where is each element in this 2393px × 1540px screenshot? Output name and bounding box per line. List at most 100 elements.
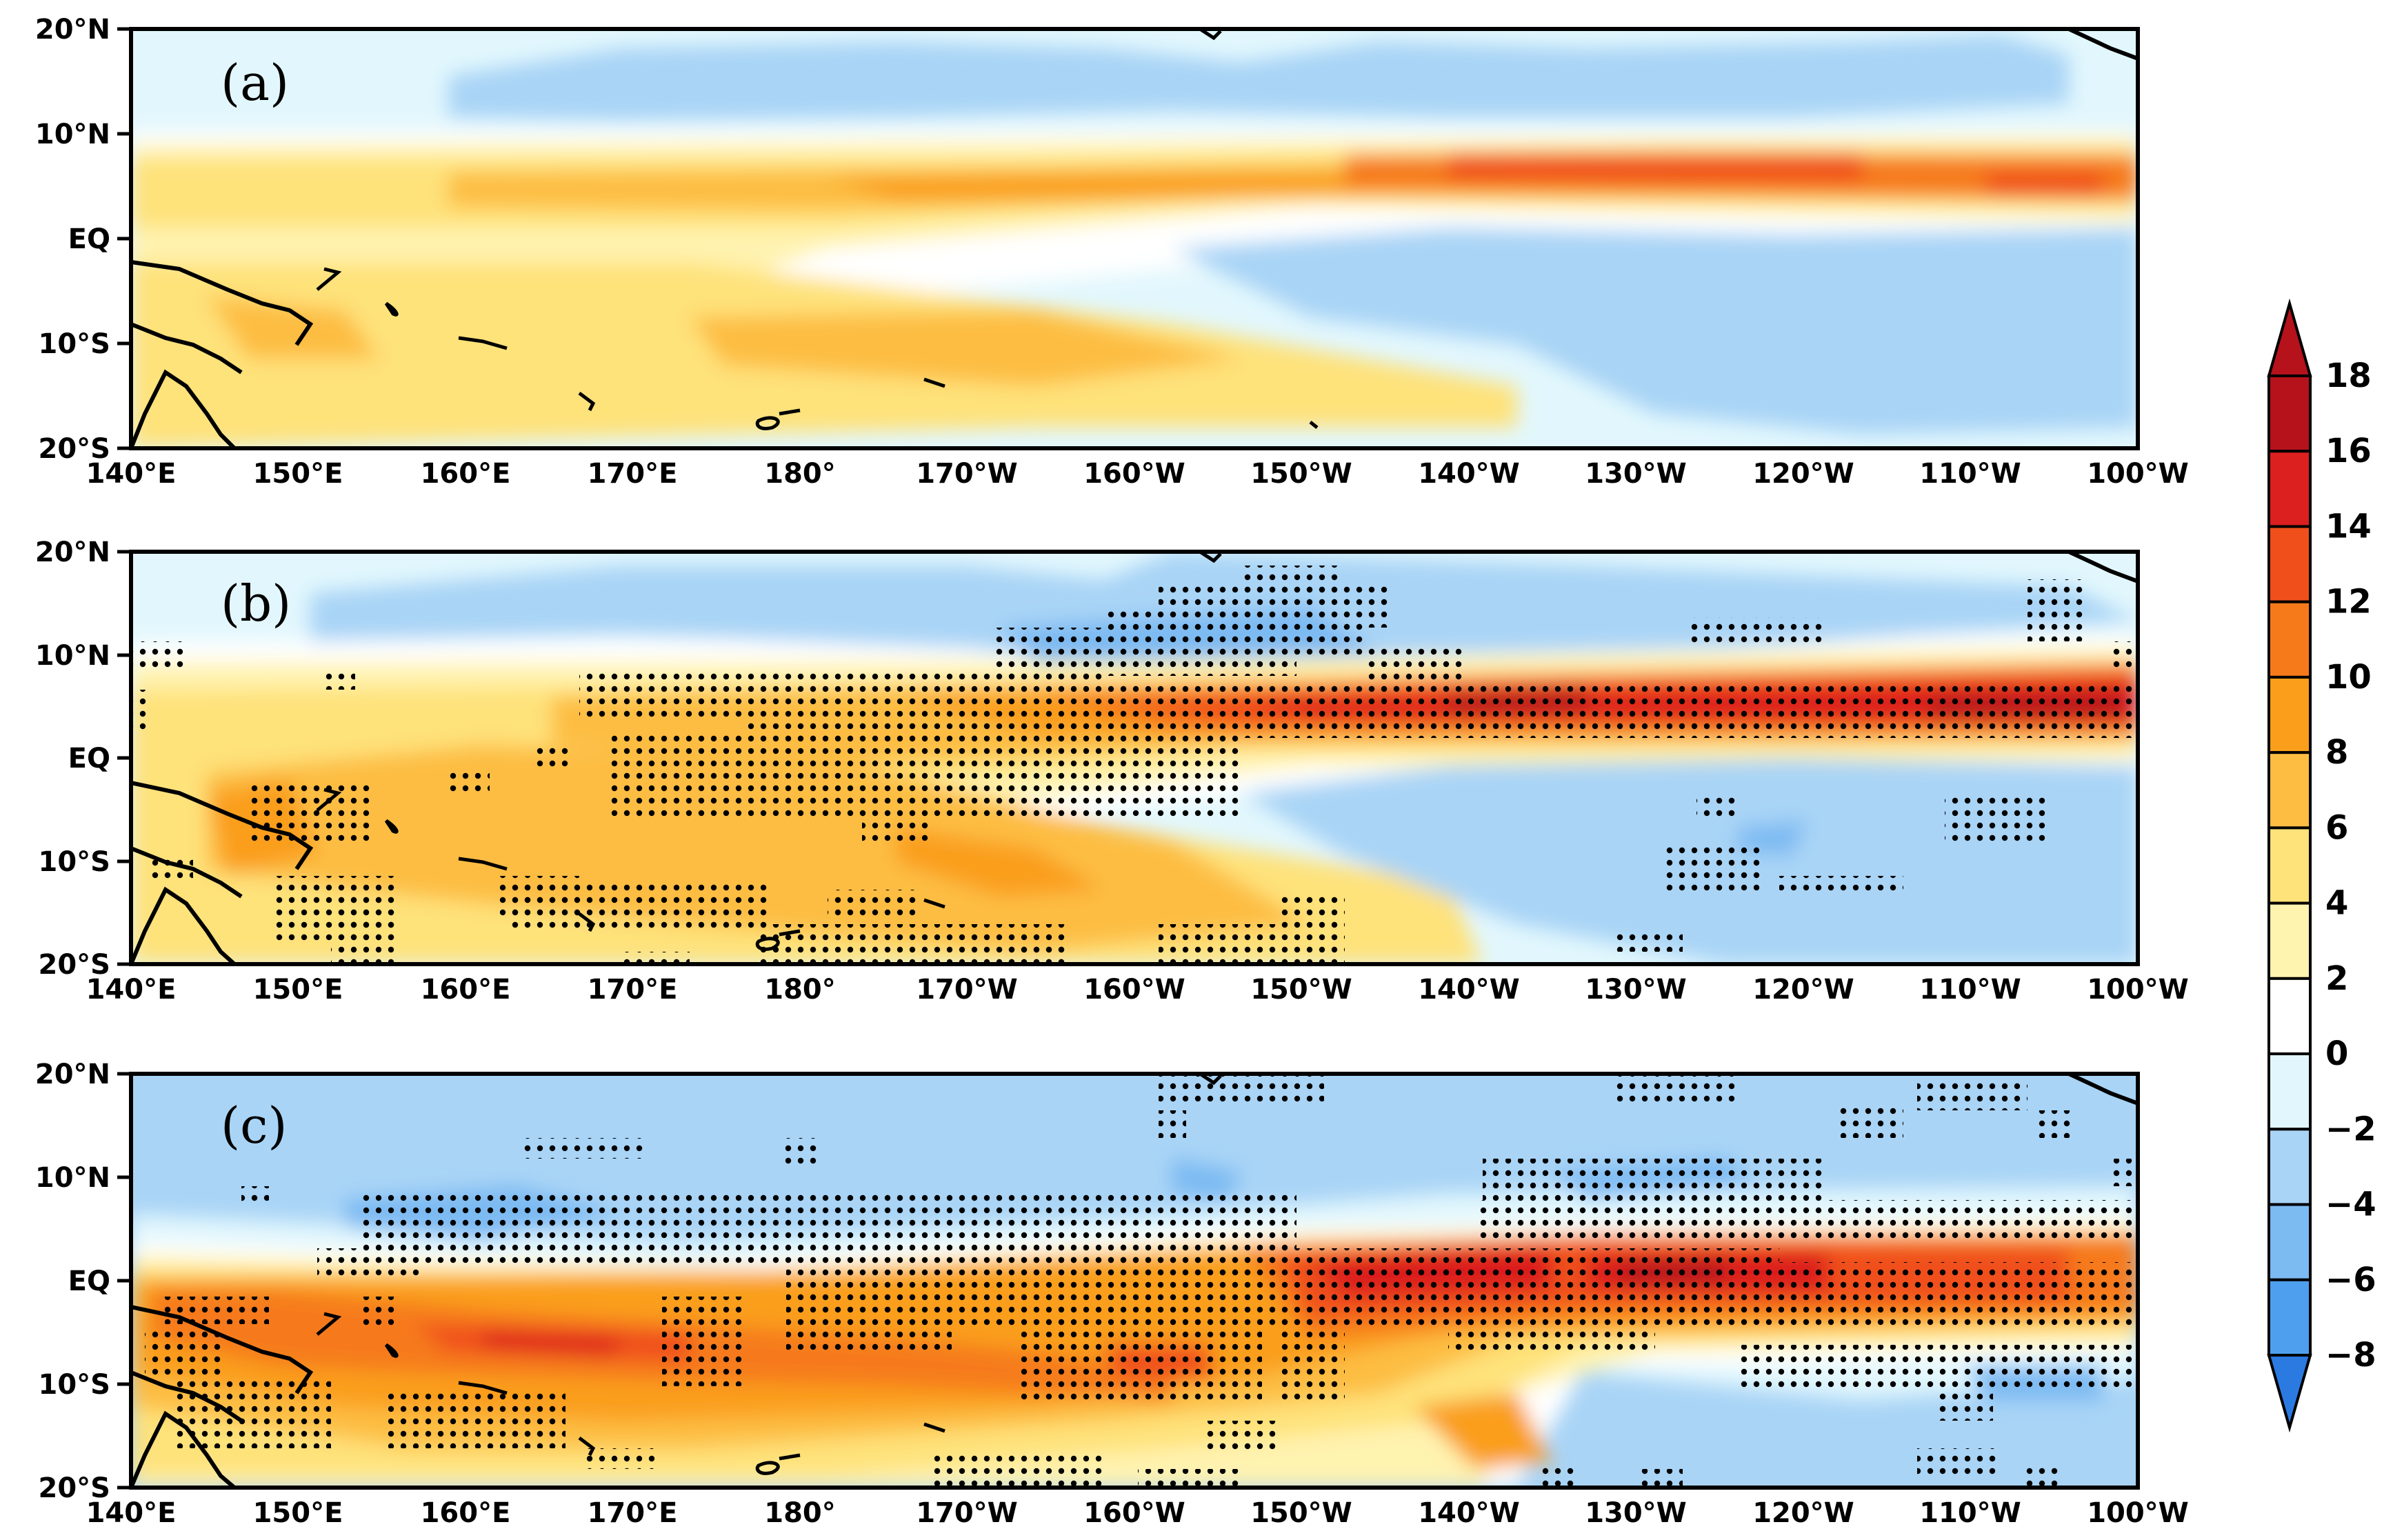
panel-b: (b) 20°N 10°N EQ 10°S 20°S 140°E 150°E 1… (35, 537, 2189, 1006)
panel-c-field (131, 1074, 2138, 1488)
colorbar-bin (2267, 374, 2312, 453)
lat-tick-label: 10°S (39, 846, 110, 878)
panel-c-stippling (145, 1076, 2138, 1488)
lat-tick-label: 20°N (35, 1059, 110, 1090)
lon-tick-label: 170°E (588, 458, 678, 490)
colorbar-bin (2267, 1203, 2312, 1281)
lat-tick-label: EQ (68, 223, 110, 255)
panel-c-lon-ticks: 140°E 150°E 160°E 170°E 180° 170°W 160°W… (86, 1497, 2189, 1529)
lon-tick-label: 160°W (1083, 974, 1185, 1006)
colorbar-level-label: 16 (2325, 432, 2372, 470)
colorbar-bin (2267, 826, 2312, 905)
lon-tick-label: 140°E (86, 1497, 177, 1529)
lat-tick-label: EQ (68, 1266, 110, 1297)
colorbar-level-label: 12 (2325, 583, 2372, 621)
lat-tick-label: 20°S (39, 1472, 110, 1504)
panel-a: (a) 20°N 10°N EQ 10°S 20°S 140°E 150°E 1… (35, 14, 2189, 490)
colorbar-bin (2267, 450, 2312, 528)
lon-tick-label: 140°W (1418, 1497, 1520, 1529)
lon-tick-label: 120°W (1752, 974, 1854, 1006)
lon-tick-label: 170°W (916, 458, 1018, 490)
colorbar-bin (2267, 525, 2312, 603)
lon-tick-label: 120°W (1752, 1497, 1854, 1529)
colorbar-level-label: −4 (2325, 1186, 2376, 1224)
lon-tick-label: 130°W (1585, 1497, 1687, 1529)
colorbar-bin (2267, 1278, 2312, 1357)
colorbar-bin (2267, 751, 2312, 830)
lon-tick-label: 180° (764, 974, 836, 1006)
panel-b-lon-ticks: 140°E 150°E 160°E 170°E 180° 170°W 160°W… (86, 974, 2189, 1006)
lon-tick-label: 160°W (1083, 1497, 1185, 1529)
lat-tick-label: 10°N (35, 119, 110, 150)
lon-tick-label: 100°W (2087, 1497, 2189, 1529)
panel-a-lat-ticks: 20°N 10°N EQ 10°S 20°S (35, 14, 131, 465)
lat-tick-label: 10°N (35, 1162, 110, 1194)
panel-c: (c) 20°N 10°N EQ 10°S 20°S 140°E 150°E 1… (35, 1059, 2189, 1529)
panel-a-field (131, 29, 2138, 448)
panel-b-stippling (131, 566, 2138, 964)
lon-tick-label: 150°E (253, 974, 343, 1006)
colorbar-bin (2267, 977, 2312, 1056)
lat-tick-label: 10°S (39, 1369, 110, 1401)
lon-tick-label: 160°W (1083, 458, 1185, 490)
lon-tick-label: 150°W (1250, 458, 1352, 490)
colorbar-bin (2267, 1128, 2312, 1206)
panel-b-lat-ticks: 20°N 10°N EQ 10°S 20°S (35, 537, 131, 981)
lat-tick-label: 20°N (35, 537, 110, 568)
lon-tick-label: 100°W (2087, 458, 2189, 490)
lon-tick-label: 110°W (1919, 458, 2021, 490)
lat-tick-label: EQ (68, 743, 110, 774)
lat-tick-label: 20°S (39, 433, 110, 465)
lon-tick-label: 170°W (916, 1497, 1018, 1529)
colorbar-under-triangle (2267, 1354, 2312, 1433)
lon-tick-label: 110°W (1919, 1497, 2021, 1529)
colorbar-over-triangle (2267, 298, 2312, 377)
lon-tick-label: 140°W (1418, 974, 1520, 1006)
lon-tick-label: 160°E (421, 974, 511, 1006)
lon-tick-label: 150°E (253, 1497, 343, 1529)
lon-tick-label: 140°E (86, 458, 177, 490)
lon-tick-label: 150°W (1250, 1497, 1352, 1529)
colorbar-bin (2267, 675, 2312, 754)
colorbar-bin (2267, 600, 2312, 679)
lon-tick-label: 170°E (588, 974, 678, 1006)
lat-tick-label: 10°S (39, 328, 110, 360)
lon-tick-label: 140°W (1418, 458, 1520, 490)
colorbar-level-label: 10 (2325, 658, 2372, 697)
lon-tick-label: 160°E (421, 458, 511, 490)
lon-tick-label: 120°W (1752, 458, 1854, 490)
colorbar-level-label: 2 (2325, 959, 2348, 998)
lon-tick-label: 170°E (588, 1497, 678, 1529)
lon-tick-label: 160°E (421, 1497, 511, 1529)
lat-tick-label: 20°S (39, 949, 110, 981)
colorbar-level-label: −2 (2325, 1110, 2376, 1148)
panel-a-label: (a) (221, 54, 289, 112)
lon-tick-label: 100°W (2087, 974, 2189, 1006)
panel-a-lon-ticks: 140°E 150°E 160°E 170°E 180° 170°W 160°W… (86, 458, 2189, 490)
colorbar-level-label: 8 (2325, 733, 2348, 772)
lon-tick-label: 180° (764, 458, 836, 490)
colorbar-bin (2267, 901, 2312, 980)
colorbar: 18 16 14 12 10 8 6 4 2 0 −2 −4 −6 −8 (2267, 298, 2376, 1433)
lon-tick-label: 140°E (86, 974, 177, 1006)
colorbar-level-label: 6 (2325, 808, 2348, 847)
lon-tick-label: 150°W (1250, 974, 1352, 1006)
panel-c-lat-ticks: 20°N 10°N EQ 10°S 20°S (35, 1059, 131, 1504)
lat-tick-label: 10°N (35, 640, 110, 672)
lon-tick-label: 130°W (1585, 974, 1687, 1006)
lon-tick-label: 170°W (916, 974, 1018, 1006)
panel-b-field (131, 552, 2138, 964)
panel-c-label: (c) (221, 1097, 288, 1154)
colorbar-level-label: 4 (2325, 884, 2348, 923)
colorbar-level-label: 0 (2325, 1034, 2348, 1073)
lon-tick-label: 150°E (253, 458, 343, 490)
colorbar-level-label: 14 (2325, 507, 2372, 546)
colorbar-level-label: −8 (2325, 1336, 2376, 1374)
lon-tick-label: 130°W (1585, 458, 1687, 490)
colorbar-level-label: −6 (2325, 1261, 2376, 1299)
panel-b-label: (b) (221, 574, 291, 632)
colorbar-level-label: 18 (2325, 357, 2372, 395)
lat-tick-label: 20°N (35, 14, 110, 46)
colorbar-bin (2267, 1052, 2312, 1131)
